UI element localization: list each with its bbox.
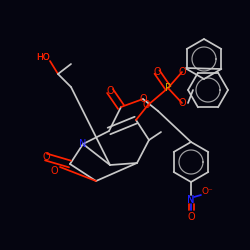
Text: HO: HO — [36, 52, 50, 62]
Text: HO: HO — [36, 52, 50, 62]
Text: O: O — [42, 152, 50, 162]
Text: O: O — [178, 67, 186, 77]
Text: N: N — [187, 195, 195, 205]
Text: N: N — [187, 195, 195, 205]
Text: O: O — [50, 166, 58, 176]
Text: O: O — [139, 94, 147, 104]
Text: O: O — [106, 86, 114, 96]
Text: O: O — [153, 67, 161, 77]
Text: O: O — [142, 100, 150, 110]
Text: O⁻: O⁻ — [201, 188, 213, 196]
Text: P: P — [165, 83, 171, 93]
Text: O: O — [178, 98, 186, 108]
Text: N: N — [79, 139, 87, 149]
Text: O: O — [187, 212, 195, 222]
